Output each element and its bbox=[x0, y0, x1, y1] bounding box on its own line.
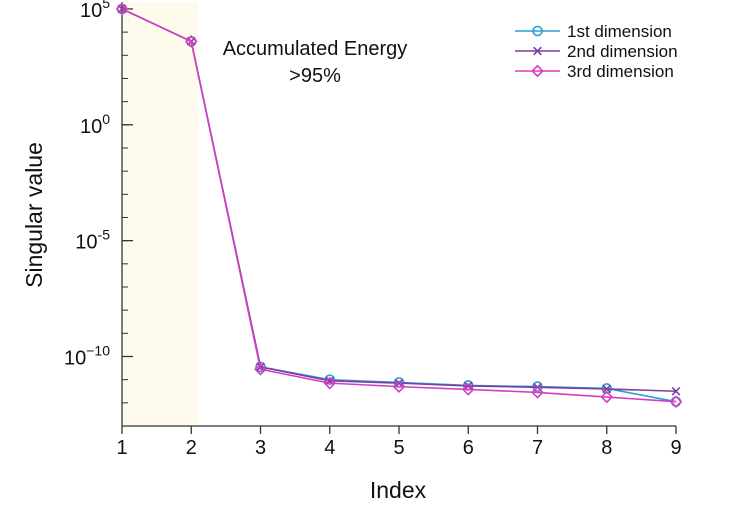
y-tick-label: 105 bbox=[80, 0, 110, 22]
data-point bbox=[602, 384, 612, 394]
x-tick-label: 4 bbox=[324, 437, 335, 459]
annotation-line1: Accumulated Energy bbox=[223, 38, 408, 60]
data-point bbox=[671, 386, 681, 396]
legend-marker bbox=[531, 64, 544, 78]
data-point bbox=[255, 361, 266, 373]
x-tick-label: 5 bbox=[393, 437, 404, 459]
data-point bbox=[323, 376, 337, 390]
x-tick-label: 7 bbox=[532, 437, 543, 459]
data-point bbox=[254, 362, 267, 376]
data-point bbox=[184, 35, 198, 48]
y-tick-label: 10-5 bbox=[75, 227, 110, 254]
data-point bbox=[669, 395, 683, 409]
x-tick-label: 6 bbox=[463, 437, 474, 459]
y-major-ticks: 105 100 10-5 10−10 bbox=[64, 0, 133, 369]
x-tick-label: 9 bbox=[670, 437, 681, 459]
legend-label: 1st dimension bbox=[567, 22, 672, 41]
data-point bbox=[531, 386, 544, 399]
y-tick-label: 10−10 bbox=[64, 342, 110, 369]
x-tick-label: 3 bbox=[255, 437, 266, 459]
legend-item: 2nd dimension bbox=[515, 42, 678, 61]
axes: 105 100 10-5 10−10 1 2 3 4 5 6 7 8 9 bbox=[64, 0, 682, 459]
legend-label: 2nd dimension bbox=[567, 42, 678, 61]
series-3 bbox=[115, 2, 683, 409]
data-point bbox=[461, 383, 475, 396]
x-axis-title: Index bbox=[370, 477, 427, 503]
legend-marker bbox=[533, 46, 542, 56]
series-layer bbox=[115, 2, 683, 409]
y-axis-title: Singular value bbox=[21, 142, 47, 288]
data-point bbox=[600, 390, 614, 404]
x-tick-label: 1 bbox=[116, 437, 127, 459]
data-point bbox=[392, 380, 406, 393]
legend-label: 3rd dimension bbox=[567, 62, 674, 81]
series-line bbox=[121, 8, 677, 403]
shaded-region bbox=[122, 2, 199, 426]
annotation-line2: >95% bbox=[289, 65, 341, 87]
y-tick-label: 100 bbox=[80, 111, 110, 138]
legend-item: 1st dimension bbox=[515, 22, 672, 41]
data-point bbox=[394, 378, 404, 388]
legend-marker bbox=[532, 25, 543, 37]
x-tick-label: 8 bbox=[601, 437, 612, 459]
x-ticks: 1 2 3 4 5 6 7 8 9 bbox=[116, 426, 682, 459]
legend-item: 3rd dimension bbox=[515, 62, 674, 81]
data-point bbox=[463, 381, 473, 391]
data-point bbox=[115, 2, 129, 16]
x-tick-label: 2 bbox=[186, 437, 197, 459]
